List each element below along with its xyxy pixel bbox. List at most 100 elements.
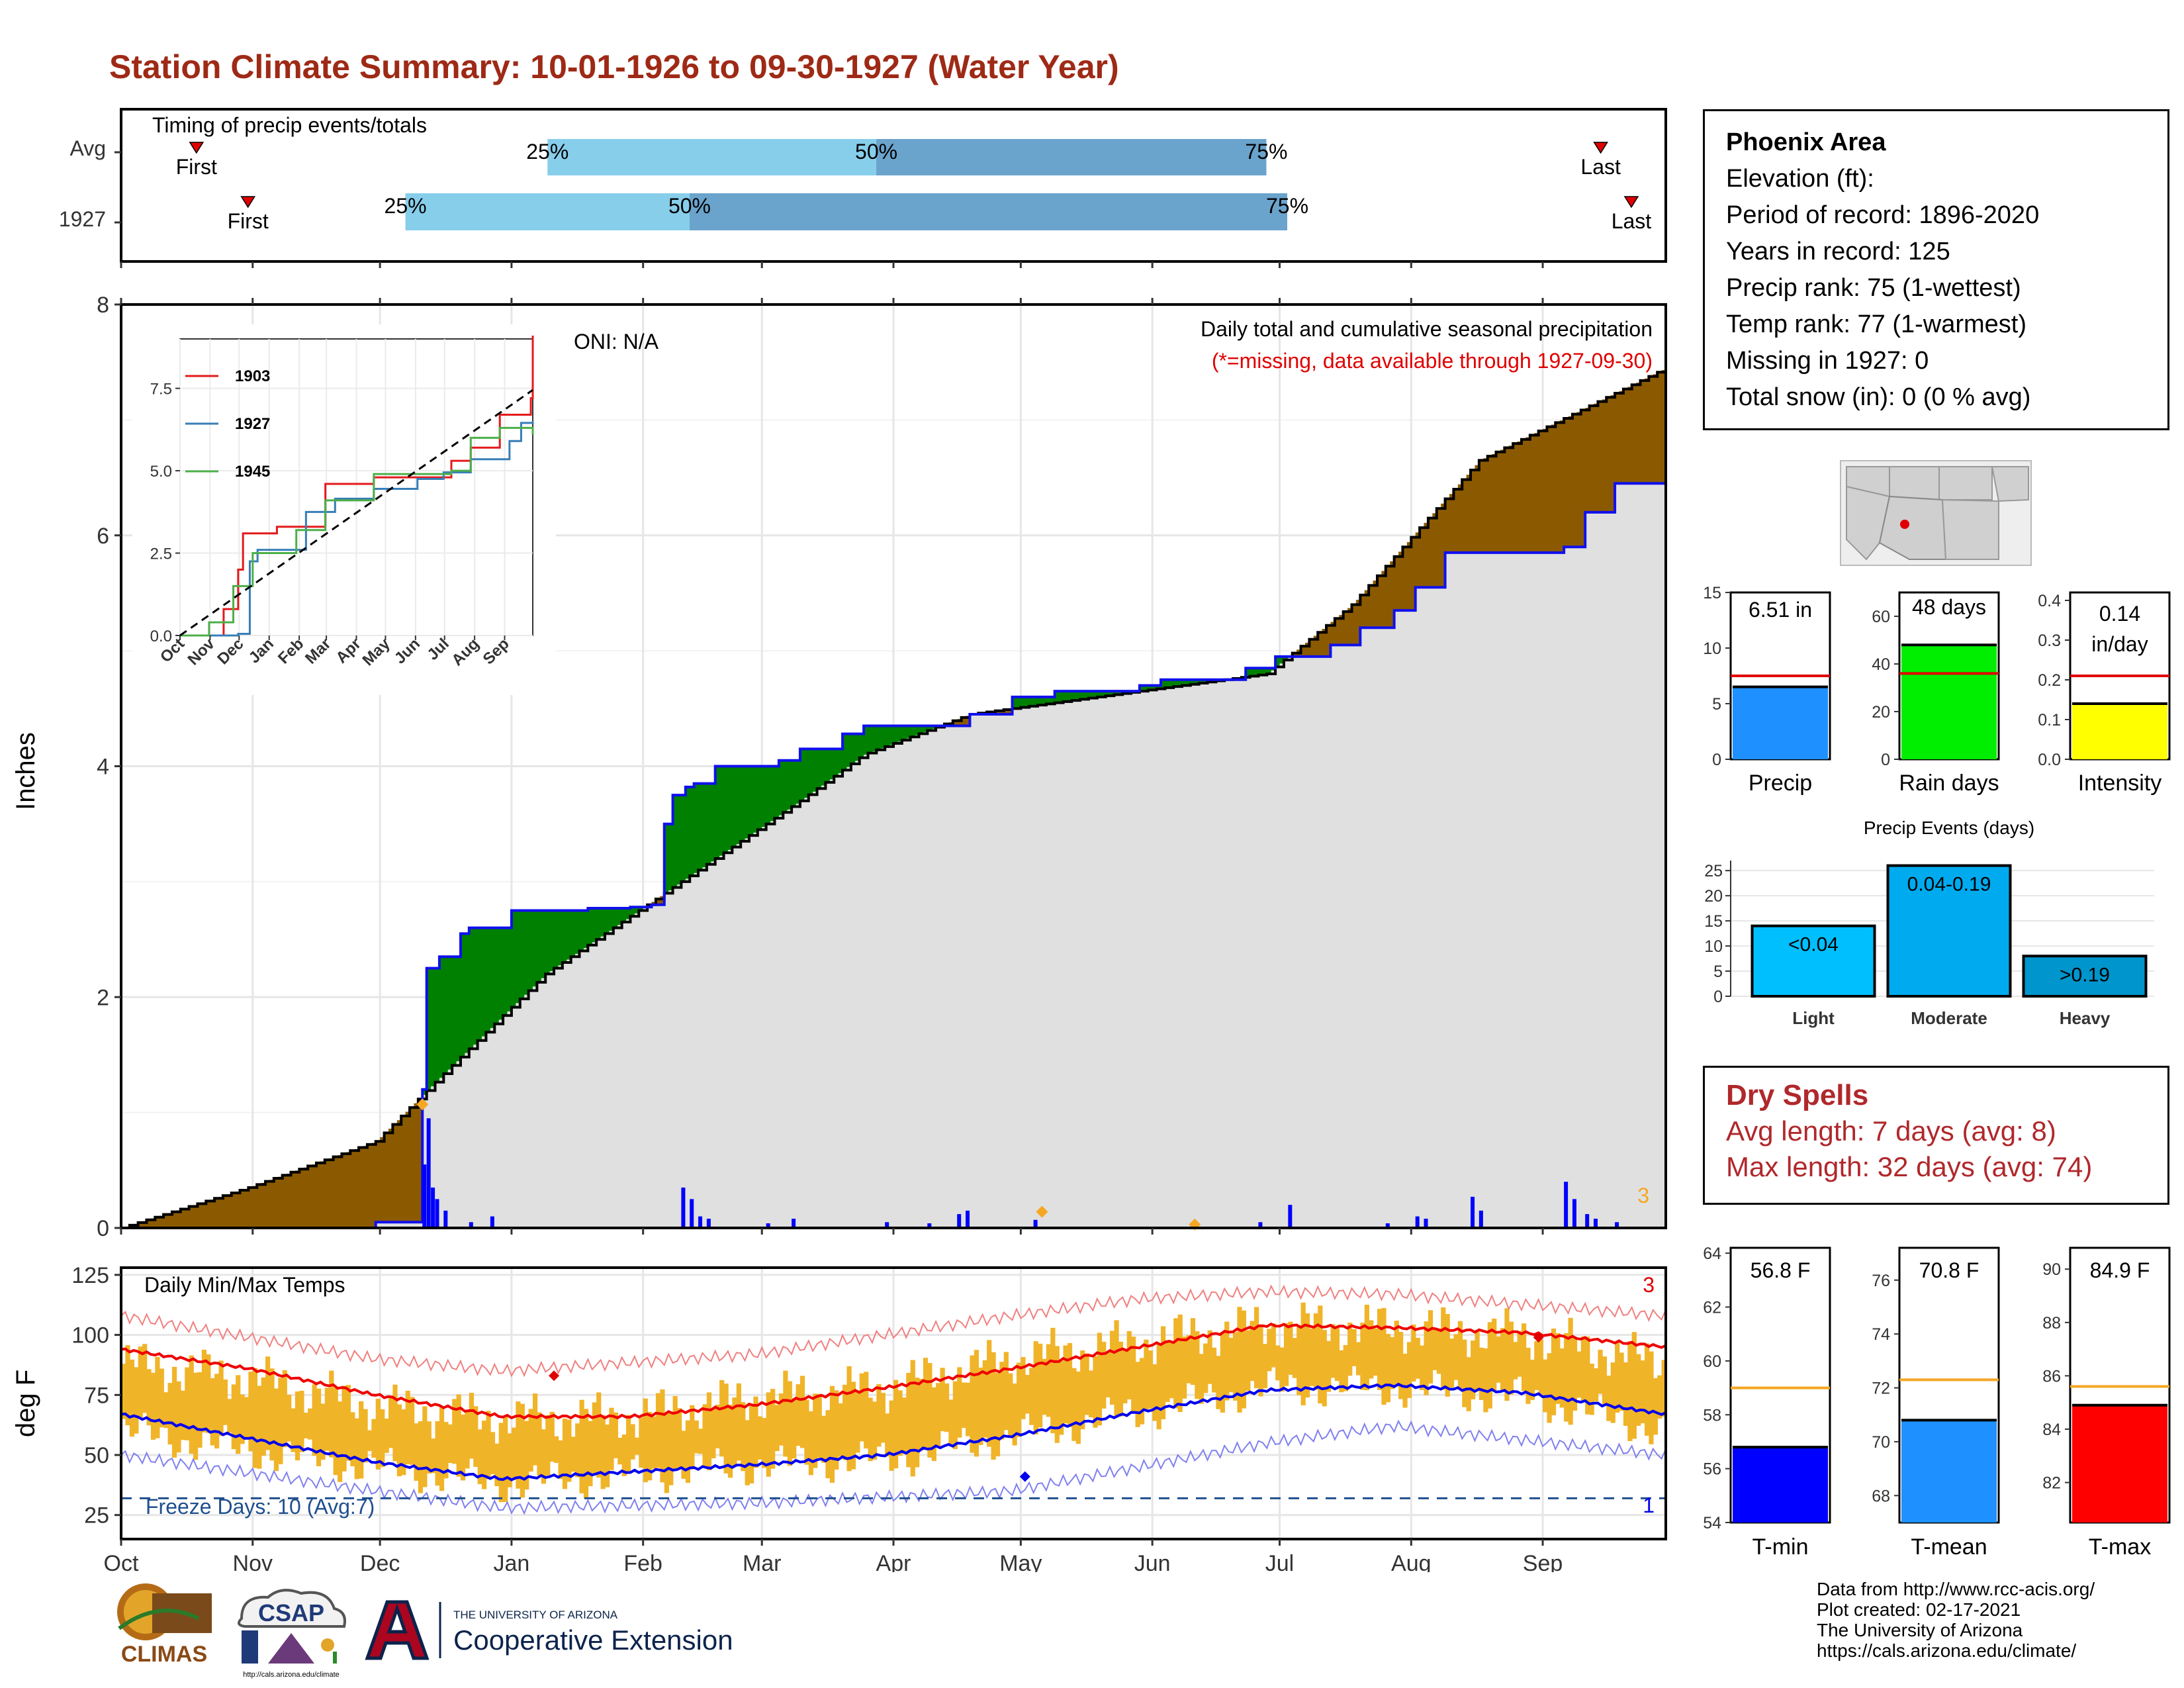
inset-series-line	[179, 389, 533, 637]
cumulative-base-fill	[473, 1045, 478, 1228]
daily-temp-bar	[155, 1356, 160, 1438]
above-average-fill	[1246, 668, 1251, 677]
above-average-fill	[469, 927, 474, 1049]
daily-temp-bar	[1211, 1347, 1217, 1393]
above-average-fill	[783, 760, 788, 813]
daily-temp-bar	[1428, 1310, 1433, 1384]
above-average-fill	[1021, 696, 1026, 708]
daily-temp-bar	[1351, 1329, 1357, 1366]
cumulative-base-fill	[889, 745, 894, 1228]
temp-xtick-label: Dec	[360, 1551, 400, 1572]
above-average-fill	[808, 749, 813, 795]
daily-temp-bar	[1300, 1302, 1306, 1406]
above-average-fill	[494, 927, 500, 1024]
daily-temp-bar	[1046, 1344, 1052, 1417]
above-average-fill	[736, 766, 741, 845]
cumulative-base-fill	[1021, 707, 1026, 1228]
daily-temp-bar	[592, 1402, 597, 1474]
cumulative-base-fill	[1534, 552, 1539, 1228]
cumulative-base-fill	[511, 1007, 516, 1228]
daily-temp-bar	[125, 1345, 130, 1426]
daily-temp-bar	[435, 1421, 440, 1486]
above-average-fill	[664, 823, 669, 894]
daily-temp-bar	[1483, 1348, 1488, 1413]
cumulative-base-fill	[799, 800, 805, 1228]
cumulative-base-fill	[647, 907, 653, 1228]
below-average-fill	[1547, 426, 1552, 553]
daily-temp-bar	[384, 1419, 389, 1453]
below-average-fill	[1309, 639, 1314, 657]
below-average-fill	[1360, 594, 1365, 628]
cumulative-base-fill	[927, 730, 933, 1228]
cumulative-base-fill	[1003, 714, 1009, 1228]
location-map	[1840, 460, 2032, 566]
daily-temp-bar	[486, 1411, 491, 1479]
station-marker	[1900, 520, 1909, 529]
above-average-fill	[1097, 691, 1102, 697]
temp-count-bottom: 1	[1643, 1493, 1655, 1517]
cumulative-base-fill	[1521, 552, 1527, 1228]
cumulative-base-fill	[796, 804, 801, 1228]
below-average-fill	[1343, 611, 1348, 645]
cumulative-base-fill	[885, 746, 890, 1228]
daily-temp-bar	[1275, 1345, 1281, 1381]
daily-temp-bar	[1033, 1341, 1038, 1434]
record-max-line	[120, 1284, 1666, 1378]
above-average-fill	[1067, 691, 1072, 701]
cumulative-base-fill	[1186, 684, 1191, 1228]
above-average-fill	[834, 749, 839, 776]
inset-ytick-label: 5.0	[150, 463, 172, 481]
cumulative-base-fill	[864, 755, 869, 1228]
daily-temp-bar	[1042, 1358, 1047, 1415]
precip-events-title: Precip Events (days)	[1864, 818, 2034, 838]
intensity-summary-tick-label: 0.0	[2038, 751, 2061, 769]
below-average-fill	[1525, 437, 1531, 553]
daily-temp-bar	[222, 1379, 228, 1425]
cumulative-base-fill	[1271, 670, 1276, 1228]
daily-temp-bar	[927, 1363, 933, 1458]
cumulative-base-fill	[1304, 656, 1310, 1228]
cumulative-base-fill	[1343, 645, 1348, 1228]
above-average-fill	[766, 766, 771, 824]
cumulative-base-fill	[1381, 628, 1387, 1228]
daily-temp-bar	[588, 1421, 593, 1487]
cumulative-base-fill	[1449, 552, 1454, 1228]
cumulative-base-fill	[1347, 645, 1353, 1228]
daily-temp-bar	[138, 1346, 143, 1419]
daily-temp-bar	[1279, 1347, 1285, 1392]
below-average-fill	[1585, 408, 1590, 512]
below-average-fill	[1313, 635, 1318, 657]
cumulative-base-fill	[1139, 691, 1144, 1228]
cumulative-base-fill	[664, 893, 669, 1228]
daily-temp-bar	[329, 1370, 334, 1458]
above-average-fill	[910, 726, 915, 737]
tmean-tick-label: 70	[1872, 1433, 1890, 1452]
cumulative-base-fill	[952, 726, 958, 1228]
daily-temp-bar	[405, 1390, 410, 1465]
cumulative-base-fill	[936, 727, 941, 1228]
daily-temp-bar	[723, 1383, 729, 1474]
cumulative-base-fill	[1207, 682, 1212, 1228]
above-average-fill	[1173, 679, 1179, 687]
below-average-fill	[210, 1199, 215, 1228]
footer-data-source: Data from http://www.rcc-acis.org/	[1817, 1579, 2095, 1599]
first-event-marker	[240, 196, 256, 209]
daily-temp-bar	[778, 1393, 784, 1446]
cumulative-base-fill	[1318, 656, 1323, 1228]
below-average-fill	[1521, 439, 1527, 553]
below-average-fill	[1496, 451, 1501, 553]
above-average-fill	[465, 933, 470, 1053]
daily-temp-bar	[227, 1399, 232, 1433]
above-average-fill	[745, 766, 750, 839]
daily-temp-bar	[1318, 1305, 1323, 1404]
above-average-fill	[757, 766, 762, 830]
below-average-fill	[244, 1189, 249, 1228]
cumulative-base-fill	[600, 936, 606, 1228]
cumulative-base-fill	[596, 939, 602, 1228]
above-average-fill	[770, 766, 776, 821]
below-average-fill	[1619, 391, 1624, 484]
daily-temp-bar	[231, 1384, 236, 1450]
below-average-fill	[410, 1107, 415, 1223]
daily-temp-bar	[1250, 1321, 1255, 1382]
above-average-fill	[762, 766, 767, 827]
